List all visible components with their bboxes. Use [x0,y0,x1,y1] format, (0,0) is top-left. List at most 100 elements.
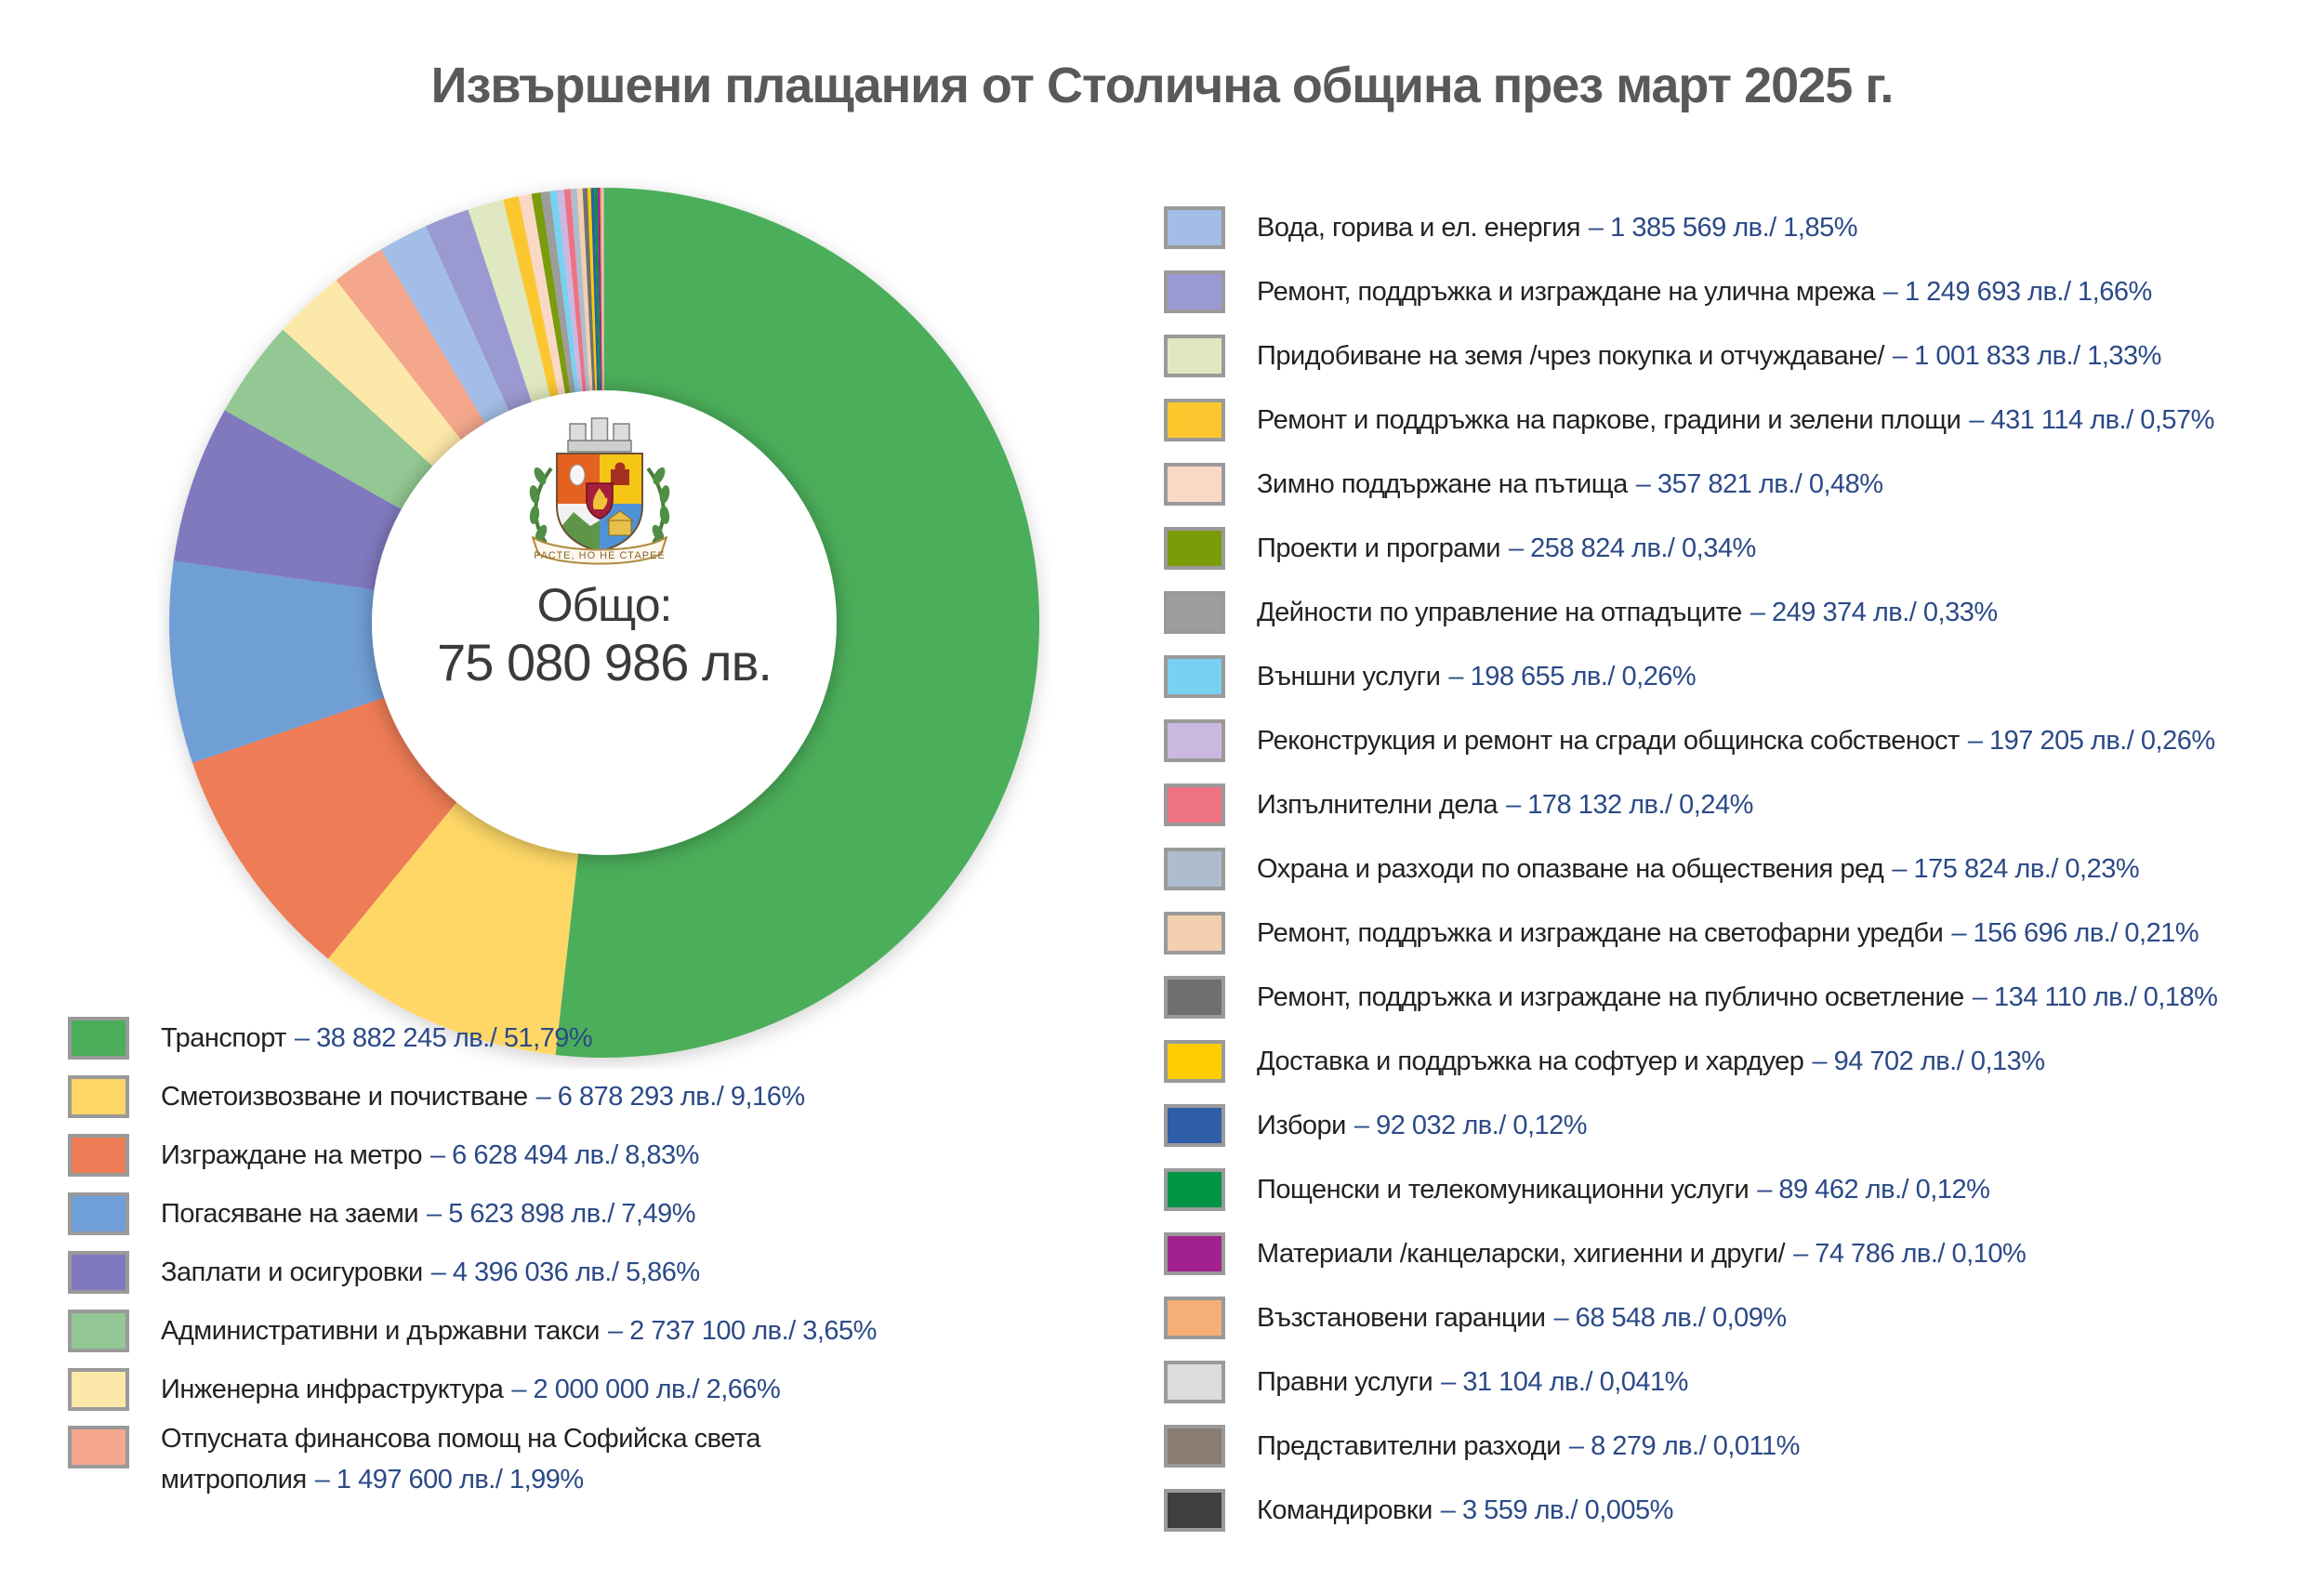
legend-item: Изпълнителни дела – 178 132 лв./ 0,24% [1164,772,2324,836]
legend-value: – 38 882 245 лв./ 51,79% [294,1022,593,1053]
legend-swatch [1164,975,1225,1019]
church-figure [611,469,629,485]
legend-value: – 6 878 293 лв./ 9,16% [535,1081,805,1112]
legend-value: – 2 737 100 лв./ 3,65% [607,1315,877,1346]
legend-value: – 156 696 лв./ 0,21% [1951,917,2199,948]
legend-value: – 68 548 лв./ 0,09% [1553,1302,1788,1333]
legend-text: Изпълнителни дела – 178 132 лв./ 0,24% [1257,784,1753,825]
legend-swatch [1164,334,1225,377]
legend-value: – 1 385 569 лв./ 1,85% [1589,212,1857,243]
legend-item: Пощенски и телекомуникационни услуги – 89… [1164,1157,2324,1221]
legend-item: Погасяване на заеми – 5 623 898 лв./ 7,49… [68,1184,1165,1243]
legend-label: Командировки [1257,1494,1433,1525]
legend-text: Дейности по управление на отпадъците – 24… [1257,592,1998,633]
legend-swatch [1164,911,1225,955]
motto-text: РАСТЕ, НО НЕ СТАРЕЕ [534,550,666,561]
legend-text: Погасяване на заеми – 5 623 898 лв./ 7,49… [161,1193,696,1234]
legend-swatch [1164,1167,1225,1211]
legend-text: Материали /канцеларски, хигиенни и други… [1257,1233,2027,1274]
legend-item: Сметоизвозване и почистване – 6 878 293 л… [68,1067,1165,1126]
legend-value: – 178 132 лв./ 0,24% [1506,789,1753,820]
legend-text: Възстановени гаранции – 68 548 лв./ 0,09% [1257,1297,1787,1338]
legend-label: Правни услуги [1257,1366,1433,1397]
legend-value: – 431 114 лв./ 0,57% [1969,404,2214,435]
legend-label: Изграждане на метро [161,1139,422,1170]
donut-chart: РАСТЕ, НО НЕ СТАРЕЕ Общо: 75 080 986 лв. [169,187,1040,1058]
legend-label: Материали /канцеларски, хигиенни и други… [1257,1238,1786,1269]
legend-value: – 1 249 693 лв./ 1,66% [1882,276,2152,307]
legend-swatch [1164,654,1225,698]
legend-item: Командировки – 3 559 лв./ 0,005% [1164,1478,2324,1542]
chart-title: Извършени плащания от Столична община пр… [430,58,1895,113]
legend-label: Избори [1257,1110,1346,1140]
legend-swatch [1164,1488,1225,1532]
legend-text: Зимно поддържане на пътища – 357 821 лв./… [1257,464,1883,505]
legend-swatch [1164,526,1225,570]
legend-item: Избори – 92 032 лв./ 0,12% [1164,1093,2324,1157]
legend-swatch [1164,462,1225,506]
legend-item: Дейности по управление на отпадъците – 24… [1164,580,2324,644]
legend-item: Правни услуги – 31 104 лв./ 0,041% [1164,1350,2324,1414]
legend-text: Вода, горива и ел. енергия – 1 385 569 лв… [1257,207,1857,248]
legend-item: Зимно поддържане на пътища – 357 821 лв./… [1164,452,2324,516]
legend-text: Заплати и осигуровки – 4 396 036 лв./ 5,8… [161,1252,700,1293]
legend-label: Вода, горива и ел. енергия [1257,212,1581,243]
legend-label: Зимно поддържане на пътища [1257,468,1628,499]
legend-label: Отпусната финансова помощ на Софийска св… [161,1424,761,1494]
legend-text: Административни и държавни такси – 2 737 … [161,1310,877,1351]
legend-label: Представителни разходи [1257,1430,1561,1461]
legend-swatch [68,1367,129,1411]
legend-label: Доставка и поддръжка на софтуер и хардуе… [1257,1046,1804,1076]
legend-item: Транспорт – 38 882 245 лв./ 51,79% [68,1008,1165,1067]
legend-item: Изграждане на метро – 6 628 494 лв./ 8,83… [68,1126,1165,1184]
legend-label: Възстановени гаранции [1257,1302,1546,1333]
legend-swatch [1164,1103,1225,1147]
legend-label: Административни и държавни такси [161,1315,600,1346]
legend-label: Ремонт, поддръжка и изграждане на светоф… [1257,917,1944,948]
legend-text: Ремонт, поддръжка и изграждане на улична… [1257,271,2152,312]
mural-crown [567,417,632,453]
legend-text: Охрана и разходи по опазване на обществе… [1257,849,2140,889]
legend-label: Дейности по управление на отпадъците [1257,597,1742,627]
legend-swatch [1164,1039,1225,1083]
legend-label: Придобиване на земя /чрез покупка и отчу… [1257,340,1884,371]
donut-center-label: Общо: [537,579,672,631]
legend-item: Заплати и осигуровки – 4 396 036 лв./ 5,8… [68,1243,1165,1301]
legend-value: – 1 001 833 лв./ 1,33% [1892,340,2161,371]
legend-label: Транспорт [161,1022,286,1053]
lion-figure [592,488,608,509]
legend-value: – 249 374 лв./ 0,33% [1750,597,1998,627]
legend-value: – 4 396 036 лв./ 5,86% [430,1257,700,1287]
legend-label: Проекти и програми [1257,533,1500,563]
legend-label: Инженерна инфраструктура [161,1374,504,1404]
legend-swatch [1164,1231,1225,1275]
legend-label: Реконструкция и ремонт на сгради общинск… [1257,725,1960,756]
legend-swatch [1164,847,1225,890]
legend-label: Изпълнителни дела [1257,789,1499,820]
legend-text: Ремонт и поддръжка на паркове, градини и… [1257,400,2214,441]
legend-value: – 175 824 лв./ 0,23% [1892,853,2140,884]
legend-text: Доставка и поддръжка на софтуер и хардуе… [1257,1041,2045,1082]
legend-text: Инженерна инфраструктура – 2 000 000 лв./… [161,1369,781,1410]
donut-chart-area: РАСТЕ, НО НЕ СТАРЕЕ Общо: 75 080 986 лв. [158,177,1050,1069]
legend-swatch [1164,718,1225,762]
legend-value: – 258 824 лв./ 0,34% [1508,533,1756,563]
legend-item: Инженерна инфраструктура – 2 000 000 лв./… [68,1360,1165,1418]
donut-hole [372,390,837,855]
legend-item: Отпусната финансова помощ на Софийска св… [68,1418,1165,1500]
legend-swatch [68,1426,129,1468]
legend-swatch [68,1016,129,1060]
legend-label: Заплати и осигуровки [161,1257,423,1287]
legend-text: Придобиване на земя /чрез покупка и отчу… [1257,336,2161,376]
legend-value: – 5 623 898 лв./ 7,49% [427,1198,696,1229]
legend-item: Реконструкция и ремонт на сгради общинск… [1164,708,2324,772]
legend-value: – 74 786 лв./ 0,10% [1793,1238,2027,1269]
legend-text: Представителни разходи – 8 279 лв./ 0,011… [1257,1426,1800,1467]
legend-text: Отпусната финансова помощ на Софийска св… [161,1418,761,1500]
legend-item: Вода, горива и ел. енергия – 1 385 569 лв… [1164,195,2324,259]
legend-value: – 1 497 600 лв./ 1,99% [314,1465,584,1494]
legend-value: – 2 000 000 лв./ 2,66% [511,1374,781,1404]
legend-right: Вода, горива и ел. енергия – 1 385 569 лв… [1164,195,2324,1542]
legend-value: – 6 628 494 лв./ 8,83% [429,1139,699,1170]
